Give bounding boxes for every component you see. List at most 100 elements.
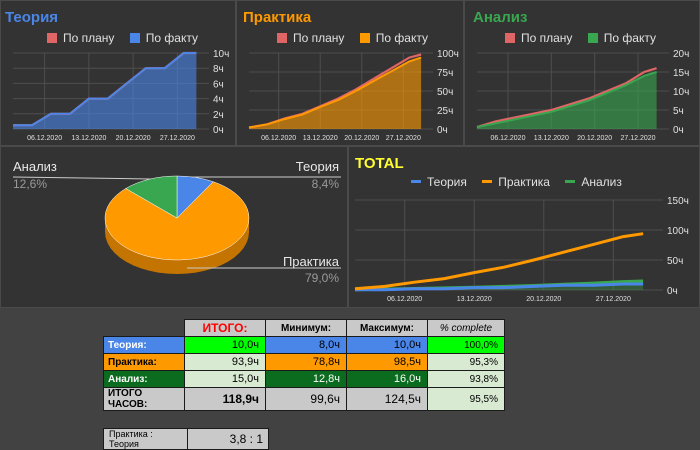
fact-line (476, 71, 657, 129)
analysis-panel: Анализ По плану По факту 20ч 15ч 10ч 5ч 0ч 06… (464, 0, 700, 146)
y-tick-label: 75ч (437, 68, 453, 79)
cell-min: 8,0ч (265, 336, 347, 354)
plan-swatch (47, 33, 57, 43)
legend-analysis: Анализ (581, 175, 622, 189)
pie-chart (12, 175, 341, 274)
table-row: Практика: 93,9ч 78,8ч 98,5ч 95,3% (103, 353, 505, 371)
pie-label-analysis: Анализ (13, 159, 57, 174)
pie-pct-practice: 79,0% (304, 271, 339, 285)
plan-swatch (277, 33, 287, 43)
y-tick-label: 150ч (667, 196, 689, 207)
practice-panel: Практика По плану По факту 100ч 75ч 50ч 25ч… (236, 0, 464, 146)
table-row: Теория: 10,0ч 8,0ч 10,0ч 100,0% (103, 336, 505, 354)
table-row: Анализ: 15,0ч 12,8ч 16,0ч 93,8% (103, 370, 505, 388)
analysis-swatch (565, 180, 576, 183)
legend-theory: Теория (427, 175, 467, 189)
y-tick-label: 5ч (673, 106, 684, 117)
y-tick-label: 100ч (667, 226, 689, 237)
summary-table: ИТОГО: Минимум: Максимум: % complete Тео… (103, 319, 505, 411)
y-tick-label: 0ч (673, 125, 684, 136)
ratio-table: Практика : Теория 3,8 : 1 (103, 428, 269, 450)
pie-pct-analysis: 12,6% (13, 177, 48, 191)
y-tick-label: 50ч (437, 87, 453, 98)
cell-pct: 93,8% (427, 370, 505, 388)
x-tick-label: 13.12.2020 (534, 135, 569, 142)
x-tick-label: 27.12.2020 (160, 135, 195, 142)
y-tick-label: 0ч (213, 125, 224, 136)
pie-pct-theory: 8,4% (311, 177, 339, 191)
pie-side-Практика (105, 218, 249, 274)
x-tick-label: 13.12.2020 (457, 296, 492, 303)
row-label: Практика: (103, 353, 185, 371)
fact-line (13, 52, 197, 127)
legend-plan: По плану (293, 31, 345, 45)
total-chart: 150ч 100ч 50ч 0ч 06.12.2020 13.12.2020 20.12.2… (354, 196, 689, 303)
cell-pct: 95,3% (427, 353, 505, 371)
cell-pct: 95,5% (427, 387, 505, 411)
total-title: TOTAL (355, 155, 404, 172)
cell-itogo: 118,9ч (184, 387, 266, 411)
y-tick-label: 20ч (673, 49, 689, 60)
x-tick-label: 20.12.2020 (116, 135, 151, 142)
row-label: Теория: (103, 336, 185, 354)
analysis-title: Анализ (473, 9, 528, 26)
pie-panel: Анализ 12,6% Теория 8,4% Практика 79,0% (0, 146, 348, 308)
x-tick-label: 20.12.2020 (344, 135, 379, 142)
theory-title: Теория (5, 9, 59, 26)
pie-slice-Практика (104, 181, 250, 261)
cell-itogo: 10,0ч (184, 336, 266, 354)
x-tick-label: 20.12.2020 (526, 296, 561, 303)
analysis-legend: По плану По факту (505, 31, 656, 45)
x-tick-label: 06.12.2020 (261, 135, 296, 142)
cell-min: 12,8ч (265, 370, 347, 388)
theory-panel: Теория По плану По факту 10ч 8ч 6ч 4ч 2ч 0ч 06… (0, 0, 236, 146)
x-tick-label: 06.12.2020 (27, 135, 62, 142)
fact-swatch (129, 33, 140, 43)
ratio-label: Практика : Теория (103, 428, 188, 450)
fact-swatch (359, 33, 370, 43)
header-pct: % complete (427, 319, 505, 337)
header-itogo: ИТОГО: (184, 319, 266, 337)
cell-max: 16,0ч (346, 370, 428, 388)
practice-chart: 100ч 75ч 50ч 25ч 0ч 06.12.2020 13.12.2020 20.12… (248, 49, 459, 142)
cell-pct: 100,0% (427, 336, 505, 354)
total-panel: TOTAL Теория Практика Анализ 150ч 100ч 50ч… (348, 146, 700, 308)
plan-line (476, 67, 657, 129)
practice-legend: По плану По факту (277, 31, 428, 45)
fact-area (13, 53, 197, 129)
fact-area (477, 72, 657, 129)
y-tick-label: 8ч (213, 64, 224, 75)
y-tick-label: 15ч (673, 68, 689, 79)
y-tick-label: 10ч (213, 49, 229, 60)
header-max: Максимум: (346, 319, 428, 337)
cell-itogo: 93,9ч (184, 353, 266, 371)
legend-fact: По факту (603, 31, 656, 45)
practice-title: Практика (243, 9, 312, 26)
leader-line (12, 176, 152, 180)
table-header-row: ИТОГО: Минимум: Максимум: % complete (104, 319, 505, 337)
cell-max: 98,5ч (346, 353, 428, 371)
total-legend: Теория Практика Анализ (411, 175, 622, 189)
fact-line (248, 56, 422, 129)
legend-plan: По плану (521, 31, 573, 45)
pie-label-theory: Теория (295, 159, 339, 174)
legend-fact: По факту (375, 31, 428, 45)
x-tick-label: 27.12.2020 (621, 135, 656, 142)
cell-max: 124,5ч (346, 387, 428, 411)
cell-min: 99,6ч (265, 387, 347, 411)
legend-fact: По факту (145, 31, 198, 45)
theory-line (355, 282, 644, 292)
ratio-value: 3,8 : 1 (187, 428, 269, 450)
legend-practice: Практика (498, 175, 550, 189)
y-tick-label: 100ч (437, 49, 459, 60)
y-tick-label: 10ч (673, 87, 689, 98)
x-tick-label: 20.12.2020 (577, 135, 612, 142)
analysis-chart: 20ч 15ч 10ч 5ч 0ч 06.12.2020 13.12.2020 20.12.2… (476, 49, 689, 142)
row-label: Анализ: (103, 370, 185, 388)
y-tick-label: 0ч (667, 286, 678, 297)
fact-area (249, 57, 422, 129)
y-tick-label: 4ч (213, 95, 224, 106)
header-min: Минимум: (265, 319, 347, 337)
y-tick-label: 2ч (213, 110, 224, 121)
theory-legend: По плану По факту (47, 31, 198, 45)
